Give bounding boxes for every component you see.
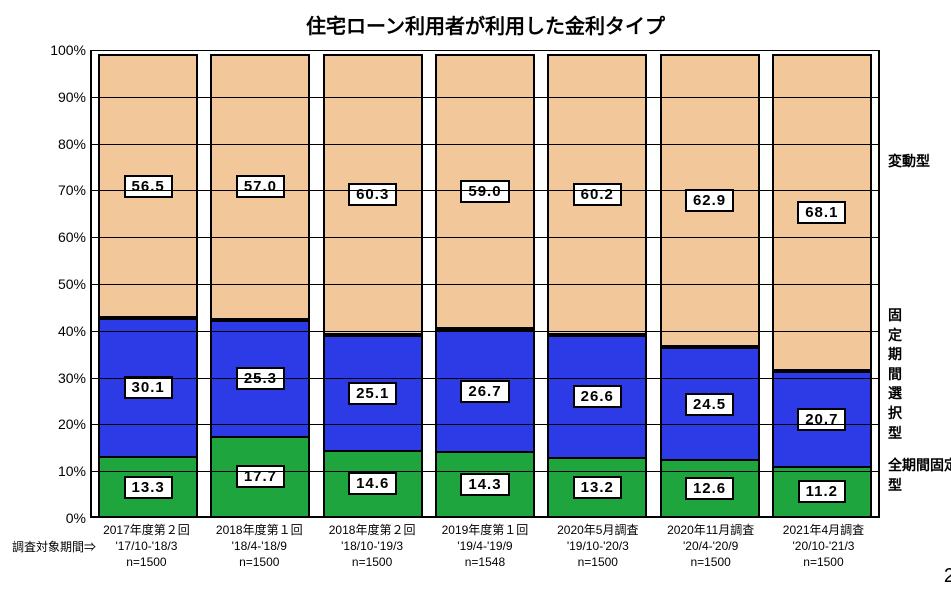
y-tick-label: 100% — [50, 42, 92, 58]
bar-column: 14.3 26.7 59.0 — [435, 50, 535, 516]
gridline — [92, 284, 878, 285]
bar-column: 17.725.357.0 — [210, 50, 310, 516]
bar-segment-variable: 62.9 — [660, 54, 760, 347]
x-tick-label: 2018年度第１回 '18/4-'18/9 n=1500 — [209, 522, 309, 571]
bar-segment-fixed_period: 30.1 — [98, 318, 198, 458]
y-tick-label: 60% — [58, 229, 92, 245]
x-axis-prefix: 調査対象期間⇒ — [12, 538, 96, 555]
gridline — [92, 471, 878, 472]
legend-label-fixed_period: 固 定 期 間 選 択 型 — [888, 306, 902, 443]
y-tick-label: 0% — [66, 510, 92, 526]
gridline — [92, 144, 878, 145]
gridline — [92, 97, 878, 98]
segment-value-label: 59.0 — [460, 180, 509, 203]
bar-segment-fixed_full: 12.6 — [660, 459, 760, 518]
plot-area: 13.3 30.1 56.5 17.725.357.0 14.6 25.1 60.3 14.3… — [90, 50, 880, 518]
segment-value-label: 62.9 — [685, 189, 734, 212]
x-tick-label: 2021年4月調査 '20/10-'21/3 n=1500 — [773, 522, 873, 571]
segment-value-label: 24.5 — [685, 393, 734, 416]
y-tick-label: 10% — [58, 463, 92, 479]
segment-value-label: 68.1 — [797, 201, 846, 224]
segment-value-label: 11.2 — [798, 480, 846, 503]
segment-value-label: 56.5 — [124, 175, 173, 198]
segment-value-label: 60.2 — [573, 183, 622, 206]
bar-segment-fixed_full: 14.6 — [323, 450, 423, 518]
segment-value-label: 60.3 — [348, 183, 397, 206]
bar-segment-variable: 68.1 — [772, 54, 872, 371]
y-tick-label: 50% — [58, 276, 92, 292]
legend-label-variable: 変動型 — [888, 152, 930, 172]
segment-value-label: 13.2 — [573, 476, 622, 499]
segment-value-label: 12.6 — [685, 477, 734, 500]
bar-segment-fixed_full: 13.2 — [547, 457, 647, 519]
bar-column: 13.2 26.6 60.2 — [547, 50, 647, 516]
segment-value-label: 14.3 — [460, 473, 509, 496]
segment-value-label: 30.1 — [124, 376, 173, 399]
x-tick-label: 2017年度第２回 '17/10-'18/3 n=1500 — [96, 522, 196, 571]
y-tick-label: 30% — [58, 370, 92, 386]
x-tick-label: 2020年11月調査 '20/4-'20/9 n=1500 — [661, 522, 761, 571]
bar-segment-fixed_period: 25.1 — [323, 335, 423, 452]
bar-segment-fixed_period: 26.6 — [547, 335, 647, 459]
bar-segment-variable: 57.0 — [210, 54, 310, 320]
bar-segment-fixed_full: 13.3 — [98, 456, 198, 518]
segment-value-label: 25.1 — [348, 382, 397, 405]
gridline — [92, 50, 878, 51]
bar-column: 11.2 20.7 68.1 — [772, 50, 872, 516]
x-axis-labels: 2017年度第２回 '17/10-'18/3 n=1500 2018年度第１回 '… — [90, 522, 880, 571]
segment-value-label: 20.7 — [797, 408, 846, 431]
segment-value-label: 13.3 — [124, 476, 173, 499]
bar-segment-variable: 56.5 — [98, 54, 198, 317]
bar-segment-variable: 59.0 — [435, 54, 535, 329]
bars-group: 13.3 30.1 56.5 17.725.357.0 14.6 25.1 60.3 14.3… — [92, 50, 878, 516]
segment-value-label: 26.7 — [460, 380, 509, 403]
segment-value-label: 14.6 — [348, 472, 397, 495]
gridline — [92, 424, 878, 425]
x-tick-label: 2020年5月調査 '19/10-'20/3 n=1500 — [548, 522, 648, 571]
bar-segment-fixed_full: 14.3 — [435, 451, 535, 518]
bar-segment-fixed_full: 17.7 — [210, 436, 310, 518]
y-tick-label: 20% — [58, 416, 92, 432]
bar-column: 13.3 30.1 56.5 — [98, 50, 198, 516]
page-number: 2 — [944, 565, 951, 588]
segment-value-label: 57.0 — [236, 175, 285, 198]
gridline — [92, 331, 878, 332]
y-tick-label: 40% — [58, 323, 92, 339]
chart-title: 住宅ローン利用者が利用した金利タイプ — [10, 10, 951, 39]
bar-column: 14.6 25.1 60.3 — [323, 50, 423, 516]
y-tick-label: 70% — [58, 182, 92, 198]
bar-segment-fixed_period: 24.5 — [660, 347, 760, 461]
y-tick-label: 80% — [58, 136, 92, 152]
y-tick-label: 90% — [58, 89, 92, 105]
segment-value-label: 17.7 — [236, 465, 285, 488]
legend-label-fixed_full: 全期間固定型 — [888, 456, 951, 495]
bar-column: 12.6 24.5 62.9 — [660, 50, 760, 516]
gridline — [92, 237, 878, 238]
bar-segment-fixed_full: 11.2 — [772, 466, 872, 518]
gridline — [92, 190, 878, 191]
x-tick-label: 2019年度第１回 '19/4-'19/9 n=1548 — [435, 522, 535, 571]
gridline — [92, 378, 878, 379]
bar-segment-fixed_period: 20.7 — [772, 371, 872, 467]
segment-value-label: 26.6 — [573, 385, 622, 408]
chart-container: 住宅ローン利用者が利用した金利タイプ 13.3 30.1 56.5 17.725.35… — [10, 10, 951, 592]
x-tick-label: 2018年度第２回 '18/10-'19/3 n=1500 — [322, 522, 422, 571]
bar-segment-fixed_period: 26.7 — [435, 329, 535, 453]
